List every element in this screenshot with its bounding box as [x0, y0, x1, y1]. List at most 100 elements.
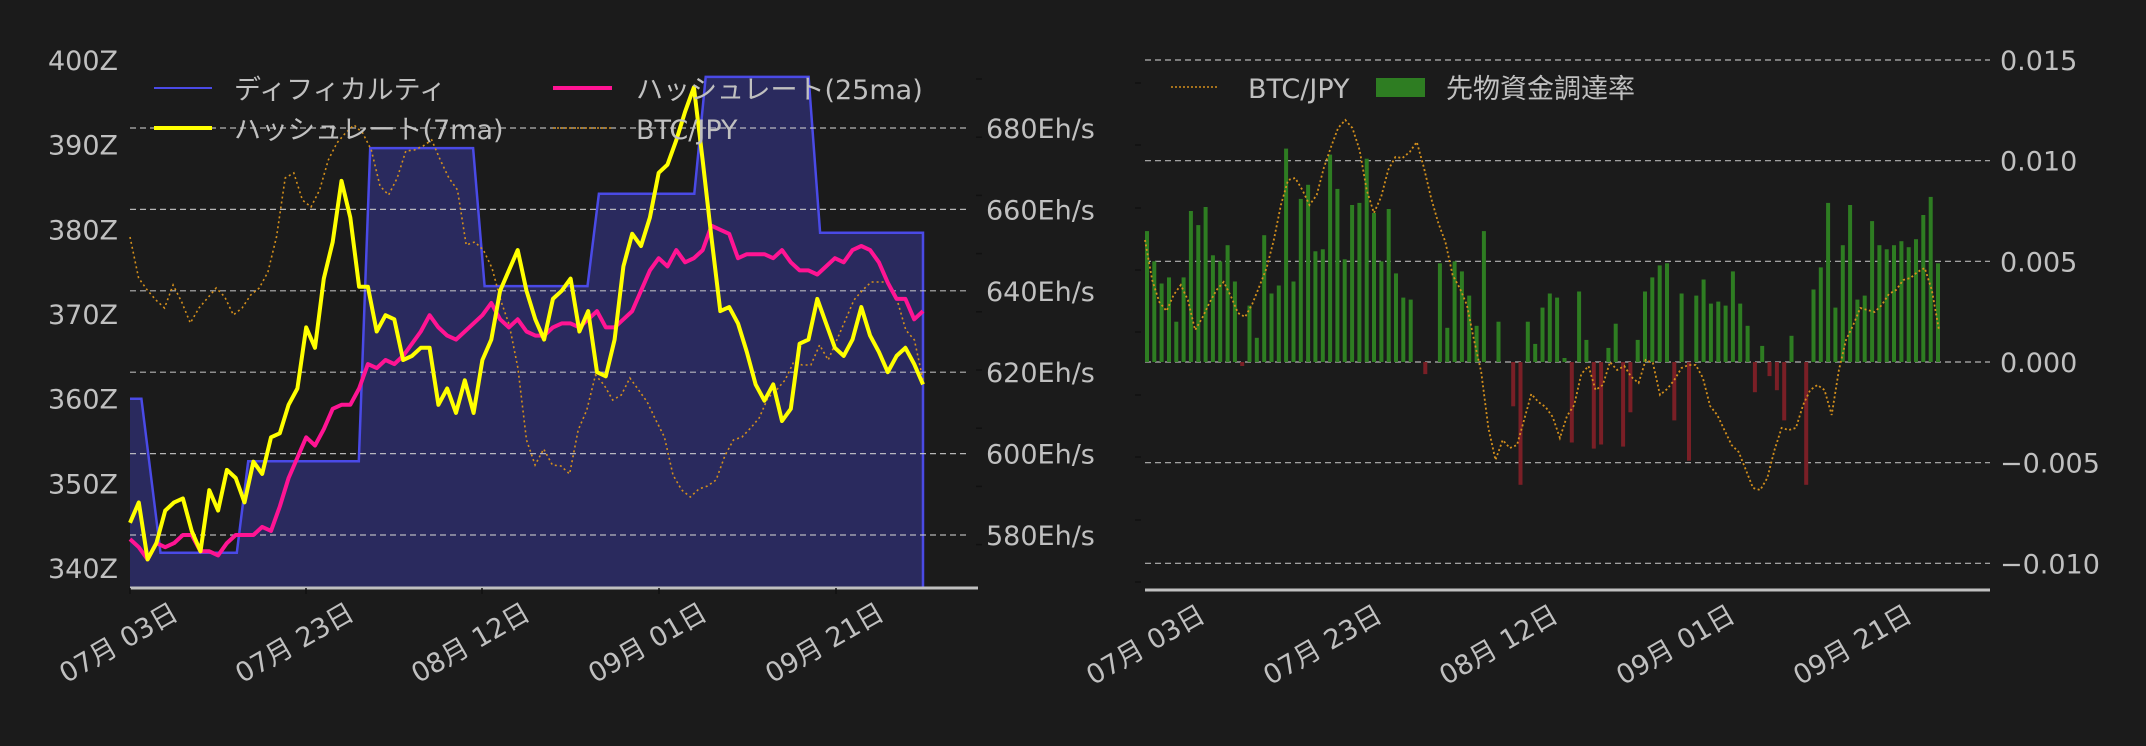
funding-rate-bar-positive	[1760, 345, 1765, 362]
funding-rate-bar-positive	[1284, 148, 1289, 362]
funding-rate-bar-positive	[1577, 291, 1582, 362]
btc-jpy-line	[129, 123, 924, 499]
funding-rate-bar-positive	[1533, 343, 1538, 362]
funding-rate-bar-positive	[1738, 303, 1743, 362]
funding-rate-bar-positive	[1401, 297, 1406, 362]
legend: ディフィカルティ ハッシュレート(25ma) ハッシュレート(7ma) BTC/JPY	[154, 75, 923, 146]
funding-rate-bar-positive	[1306, 184, 1311, 362]
funding-rate-bar-positive	[1262, 235, 1267, 362]
funding-rate-bar-positive	[1921, 215, 1926, 362]
funding-rate-bar-negative	[1774, 362, 1779, 391]
legend-btc-jpy-label: BTC/JPY	[1248, 74, 1350, 105]
funding-rate-bar-positive	[1474, 325, 1479, 362]
hashrate-7ma-line	[128, 85, 925, 562]
x-axis-tick-label: 09月 01日	[583, 597, 712, 689]
funding-rate-bar-positive	[1789, 335, 1794, 362]
funding-rate-bar-positive	[1313, 251, 1318, 362]
funding-rate-bar-positive	[1350, 205, 1355, 362]
legend-hashrate-7ma-label: ハッシュレート(7ma)	[234, 115, 504, 146]
funding-rate-bar-positive	[1218, 261, 1223, 362]
left-axis-tick-label: 400Z	[48, 46, 118, 77]
x-axis-tick-label: 09月 21日	[1788, 599, 1917, 691]
funding-rate-bar-positive	[1210, 255, 1215, 362]
funding-rate-bar-positive	[1914, 239, 1918, 362]
funding-rate-bar-positive	[1584, 339, 1589, 362]
funding-rate-bar-positive	[1555, 297, 1560, 362]
left-axis-tick-label: 340Z	[48, 554, 118, 585]
funding-rate-bar-positive	[1818, 267, 1823, 362]
funding-rate-bar-positive	[1386, 209, 1391, 362]
funding-rate-bar-negative	[1518, 362, 1523, 485]
funding-rate-bar-positive	[1357, 202, 1362, 362]
funding-rate-bar-positive	[1437, 263, 1442, 362]
funding-rate-bar-positive	[1870, 221, 1875, 362]
right-chart-funding-rate: 0.015 0.010 0.005 0.000 −0.005 −0.010 07月 03日 0…	[1081, 46, 2100, 692]
funding-rate-bar-positive	[1635, 339, 1640, 362]
funding-rate-bar-negative	[1782, 362, 1787, 421]
funding-rate-bar-positive	[1203, 207, 1208, 362]
funding-rate-bar-positive	[1525, 321, 1530, 362]
left-axis-tick-label: 360Z	[48, 385, 118, 416]
funding-rate-bar-positive	[1723, 305, 1728, 362]
funding-rate-bar-negative	[1569, 362, 1574, 443]
funding-rate-bar-positive	[1562, 358, 1567, 362]
funding-rate-bar-positive	[1188, 211, 1193, 362]
funding-rate-bar-positive	[1342, 259, 1347, 362]
funding-rate-bar-positive	[1298, 198, 1303, 362]
right-axis-tick-label: 0.000	[2000, 348, 2077, 379]
funding-rate-bar-positive	[1232, 281, 1237, 362]
right-axis-tick-label: −0.005	[2000, 449, 2100, 480]
funding-rate-bar-positive	[1730, 271, 1735, 362]
left-axis-tick-label: 350Z	[48, 469, 118, 500]
funding-rate-bar-positive	[1547, 293, 1552, 362]
right-axis-tick-label: −0.010	[2000, 549, 2100, 580]
x-axis-tick-label: 08月 12日	[406, 597, 535, 689]
funding-rate-bar-positive	[1320, 249, 1325, 362]
funding-rate-bar-positive	[1884, 249, 1889, 362]
funding-rate-bar-positive	[1152, 261, 1157, 362]
funding-rate-bar-positive	[1650, 277, 1655, 362]
funding-rate-bar-positive	[1899, 241, 1904, 362]
x-axis-tick-label: 07月 03日	[1081, 599, 1210, 691]
x-axis-tick-label: 09月 21日	[760, 597, 889, 689]
funding-rate-bar-positive	[1254, 337, 1259, 362]
funding-rate-bar-positive	[1496, 321, 1501, 362]
funding-rate-bar-negative	[1672, 362, 1677, 421]
left-axis-tick-label: 380Z	[48, 215, 118, 246]
funding-rate-bar-positive	[1247, 305, 1252, 362]
right-axis-tick-label: 660Eh/s	[986, 195, 1095, 226]
funding-rate-bar-positive	[1716, 301, 1721, 362]
btc-jpy-line	[1144, 118, 1940, 492]
funding-rate-bar-negative	[1423, 362, 1428, 375]
funding-rate-bar-positive	[1833, 307, 1838, 362]
right-axis-tick-label: 0.010	[2000, 147, 2077, 178]
legend-funding-rate-swatch	[1376, 78, 1425, 97]
funding-rate-bar-positive	[1892, 245, 1896, 362]
funding-rate-bar-positive	[1276, 285, 1281, 362]
funding-rate-bar-positive	[1745, 325, 1750, 362]
x-axis-tick-label: 09月 01日	[1611, 599, 1740, 691]
funding-rate-bar-positive	[1848, 205, 1853, 362]
funding-rate-bar-positive	[1694, 295, 1699, 362]
x-axis-tick-label: 08月 12日	[1434, 599, 1563, 691]
legend-funding-rate-label: 先物資金調達率	[1446, 74, 1635, 105]
x-axis-tick-label: 07月 03日	[54, 597, 183, 689]
funding-rate-bar-positive	[1877, 245, 1882, 362]
funding-rate-bar-positive	[1467, 295, 1472, 362]
legend-hashrate-25ma-label: ハッシュレート(25ma)	[636, 75, 923, 106]
funding-rate-bar-negative	[1599, 362, 1604, 445]
funding-rate-bar-positive	[1372, 213, 1376, 362]
funding-rate-bar-positive	[1269, 293, 1274, 362]
funding-rate-bar-negative	[1591, 362, 1596, 449]
funding-rate-bar-positive	[1811, 289, 1816, 362]
right-axis-tick-label: 640Eh/s	[986, 277, 1095, 308]
funding-rate-bar-positive	[1445, 327, 1450, 362]
x-axis-tick-label: 07月 23日	[1258, 599, 1387, 691]
funding-rate-bar-positive	[1613, 323, 1618, 362]
funding-rate-bar-positive	[1167, 277, 1171, 362]
funding-rate-bar-positive	[1452, 261, 1457, 362]
legend: BTC/JPY 先物資金調達率	[1171, 74, 1635, 105]
funding-rate-bar-negative	[1752, 362, 1757, 393]
funding-rate-bar-positive	[1181, 277, 1186, 362]
